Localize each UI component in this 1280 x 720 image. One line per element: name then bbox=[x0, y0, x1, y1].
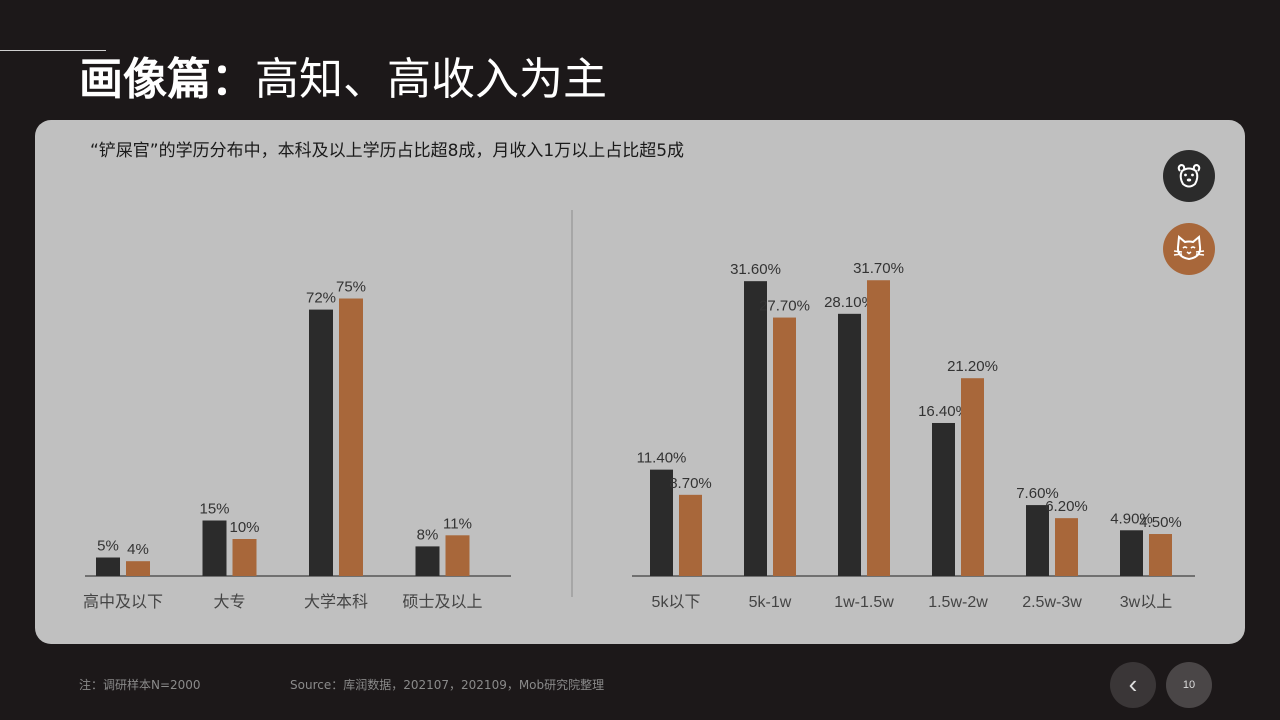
data-label-1-0-4: 7.60% bbox=[1016, 485, 1059, 502]
data-label-0-0-0: 5% bbox=[97, 538, 119, 555]
category-label-1-3: 1.5w-2w bbox=[928, 594, 988, 611]
data-label-1-1-5: 4.50% bbox=[1139, 514, 1182, 531]
panel-subtitle: “铲屎官”的学历分布中，本科及以上学历占比超8成，月收入1万以上占比超5成 bbox=[90, 141, 685, 161]
bar-1-1-5 bbox=[1149, 534, 1172, 576]
bar-0-1-2 bbox=[339, 298, 363, 576]
bar-1-1-2 bbox=[867, 280, 890, 576]
legend-cat[interactable] bbox=[1163, 223, 1215, 275]
bar-1-0-0 bbox=[650, 469, 673, 576]
category-label-0-3: 硕士及以上 bbox=[402, 593, 482, 611]
data-label-0-1-3: 11% bbox=[443, 515, 472, 532]
prev-page-button[interactable]: ‹ bbox=[1110, 662, 1156, 708]
footer-source: Source：库润数据，202107，202109，Mob研究院整理 bbox=[290, 678, 605, 692]
page-number: 10 bbox=[1182, 679, 1196, 691]
data-label-1-1-2: 31.70% bbox=[853, 260, 904, 277]
data-label-1-0-0: 11.40% bbox=[637, 450, 687, 467]
data-label-1-1-0: 8.70% bbox=[669, 475, 712, 492]
bar-0-0-1 bbox=[202, 520, 227, 576]
bar-0-0-3 bbox=[415, 546, 440, 576]
data-label-1-1-1: 27.70% bbox=[759, 298, 810, 315]
bar-0-1-0 bbox=[126, 561, 150, 576]
data-label-0-1-0: 4% bbox=[127, 541, 149, 558]
category-label-0-0: 高中及以下 bbox=[83, 593, 163, 611]
dog-icon bbox=[1177, 163, 1201, 188]
chevron-left-icon: ‹ bbox=[1128, 668, 1138, 699]
bar-1-1-0 bbox=[679, 494, 702, 576]
data-label-0-0-3: 8% bbox=[417, 526, 439, 543]
data-label-0-0-1: 15% bbox=[199, 501, 229, 518]
bar-1-1-3 bbox=[961, 378, 984, 576]
bar-charts: 5% 4% 高中及以下 15%10% 大专 72%75% 大学本科 8%11% 硕士及以上 11.… bbox=[83, 210, 1195, 611]
bar-0-0-2 bbox=[309, 309, 333, 576]
category-label-1-0: 5k以下 bbox=[652, 594, 701, 611]
data-label-1-0-3: 16.40% bbox=[918, 403, 969, 420]
category-label-0-1: 大专 bbox=[213, 593, 245, 611]
top-rule bbox=[0, 50, 106, 51]
data-label-1-0-1: 31.60% bbox=[730, 261, 781, 278]
data-label-0-0-2: 72% bbox=[306, 290, 336, 307]
bar-1-1-4 bbox=[1055, 518, 1078, 576]
data-label-1-1-3: 21.20% bbox=[947, 358, 998, 375]
category-label-1-5: 3w以上 bbox=[1120, 593, 1172, 611]
bar-1-0-2 bbox=[838, 313, 861, 576]
bar-0-1-3 bbox=[445, 535, 470, 576]
data-label-1-0-2: 28.10% bbox=[824, 294, 875, 311]
data-label-1-1-4: 6.20% bbox=[1045, 498, 1088, 515]
bar-1-0-3 bbox=[932, 422, 955, 576]
category-label-0-2: 大学本科 bbox=[304, 593, 368, 611]
cat-icon bbox=[1173, 235, 1205, 261]
bar-1-0-4 bbox=[1026, 505, 1049, 576]
bar-1-1-1 bbox=[773, 317, 796, 576]
data-label-0-1-1: 10% bbox=[229, 519, 259, 536]
page-number-badge: 10 bbox=[1166, 662, 1212, 708]
bar-1-0-1 bbox=[744, 281, 767, 576]
data-label-0-1-2: 75% bbox=[336, 279, 366, 296]
page-title-rest: 高知、高收入为主 bbox=[255, 54, 607, 105]
bar-0-0-0 bbox=[96, 557, 120, 576]
legend-dog[interactable] bbox=[1163, 150, 1215, 202]
page-title-bold: 画像篇： bbox=[79, 54, 255, 105]
page-title: 画像篇：高知、高收入为主 bbox=[79, 52, 607, 108]
category-label-1-4: 2.5w-3w bbox=[1022, 594, 1082, 611]
bar-0-1-1 bbox=[232, 539, 257, 576]
bar-1-0-5 bbox=[1120, 530, 1143, 576]
data-label-1-0-5: 4.90% bbox=[1110, 510, 1153, 527]
category-label-1-1: 5k-1w bbox=[749, 594, 792, 611]
category-label-1-2: 1w-1.5w bbox=[834, 594, 894, 611]
footer-sample-note: 注：调研样本N=2000 bbox=[79, 678, 201, 692]
chart-panel: “铲屎官”的学历分布中，本科及以上学历占比超8成，月收入1万以上占比超5成 5%… bbox=[35, 120, 1245, 644]
